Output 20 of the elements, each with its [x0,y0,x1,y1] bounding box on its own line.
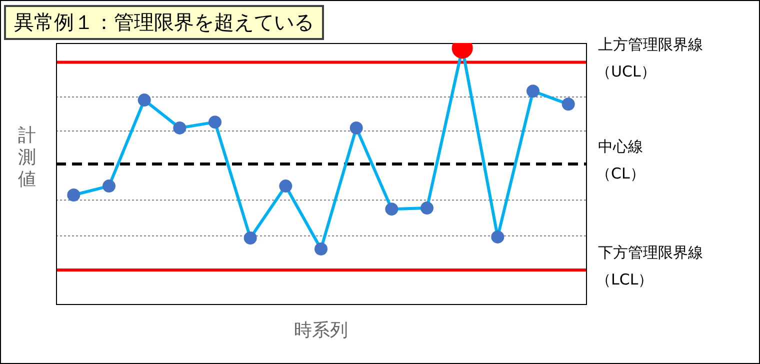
point [314,242,328,256]
point [491,230,504,244]
x-axis-title: 時系列 [293,319,349,342]
point [138,94,151,107]
ref-line-label: 下方管理限界線（LCL） [596,243,703,288]
chart-title: 異常例１：管理限界を超えている [4,5,324,40]
point [562,98,575,111]
point [67,188,80,202]
point [173,121,186,134]
point [102,180,116,193]
point [279,180,292,193]
ref-line-label: 上方管理限界線（UCL） [596,36,703,81]
point [350,121,363,134]
ref-line-label: 中心線（CL） [596,137,645,182]
point [385,202,398,216]
point [526,84,540,98]
point [208,116,222,129]
point [244,231,257,244]
y-axis-title: 計測値 [17,125,37,191]
point [420,202,434,215]
